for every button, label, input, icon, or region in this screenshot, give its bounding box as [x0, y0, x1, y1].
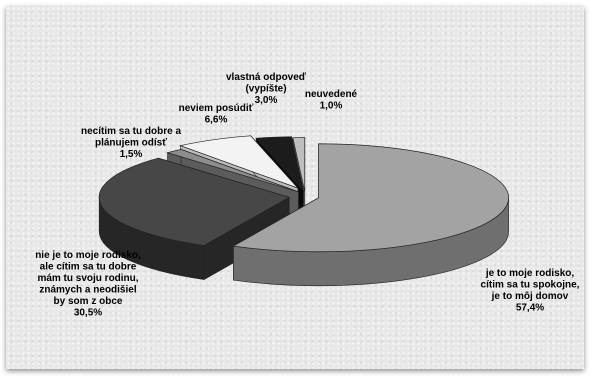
slice-label: necítim sa tu dobre a plánujem odísť 1,5%: [81, 126, 181, 160]
slice-label-line: 30,5%: [74, 308, 102, 319]
slice-label: neviem posúdiť 6,6%: [179, 103, 254, 126]
pie-slice: [232, 143, 509, 287]
slice-label-line: plánujem odísť: [95, 138, 167, 149]
slice-label-line: neviem posúdiť: [179, 103, 254, 114]
slice-label-line: je to môj domov: [491, 291, 569, 302]
slice-label-line: 3,0%: [255, 95, 278, 106]
slice-label-line: cítim sa tu spokojne,: [481, 280, 580, 291]
slice-label-line: 57,4%: [516, 303, 544, 314]
slice-label-line: 1,5%: [120, 149, 143, 160]
slice-label: neuvedené 1,0%: [305, 89, 358, 112]
slice-label-line: by som z obce: [54, 296, 123, 307]
slice-label-line: známych a neodišiel: [39, 285, 136, 296]
pie-slice: [98, 157, 291, 281]
slice-label-line: neuvedené: [305, 89, 358, 100]
slice-label-line: je to moje rodisko,: [485, 268, 575, 279]
slice-label-line: vlastná odpoveď: [226, 72, 307, 83]
slice-label-line: 1,0%: [320, 101, 343, 112]
slice-label-line: necítim sa tu dobre a: [81, 126, 181, 137]
slice-label: je to moje rodisko, cítim sa tu spokojne,…: [481, 268, 580, 314]
slice-label-line: 6,6%: [205, 115, 228, 126]
slice-label: vlastná odpoveď (vypíšte) 3,0%: [226, 72, 307, 106]
slice-label: nie je to moje rodisko, ale cítim sa tu d…: [35, 250, 141, 319]
slice-label-line: ale cítim sa tu dobre: [40, 262, 137, 273]
slice-label-line: (vypíšte): [245, 84, 286, 95]
slice-label-line: mám tu svoju rodinu,: [37, 273, 138, 284]
slice-label-line: nie je to moje rodisko,: [35, 250, 141, 261]
